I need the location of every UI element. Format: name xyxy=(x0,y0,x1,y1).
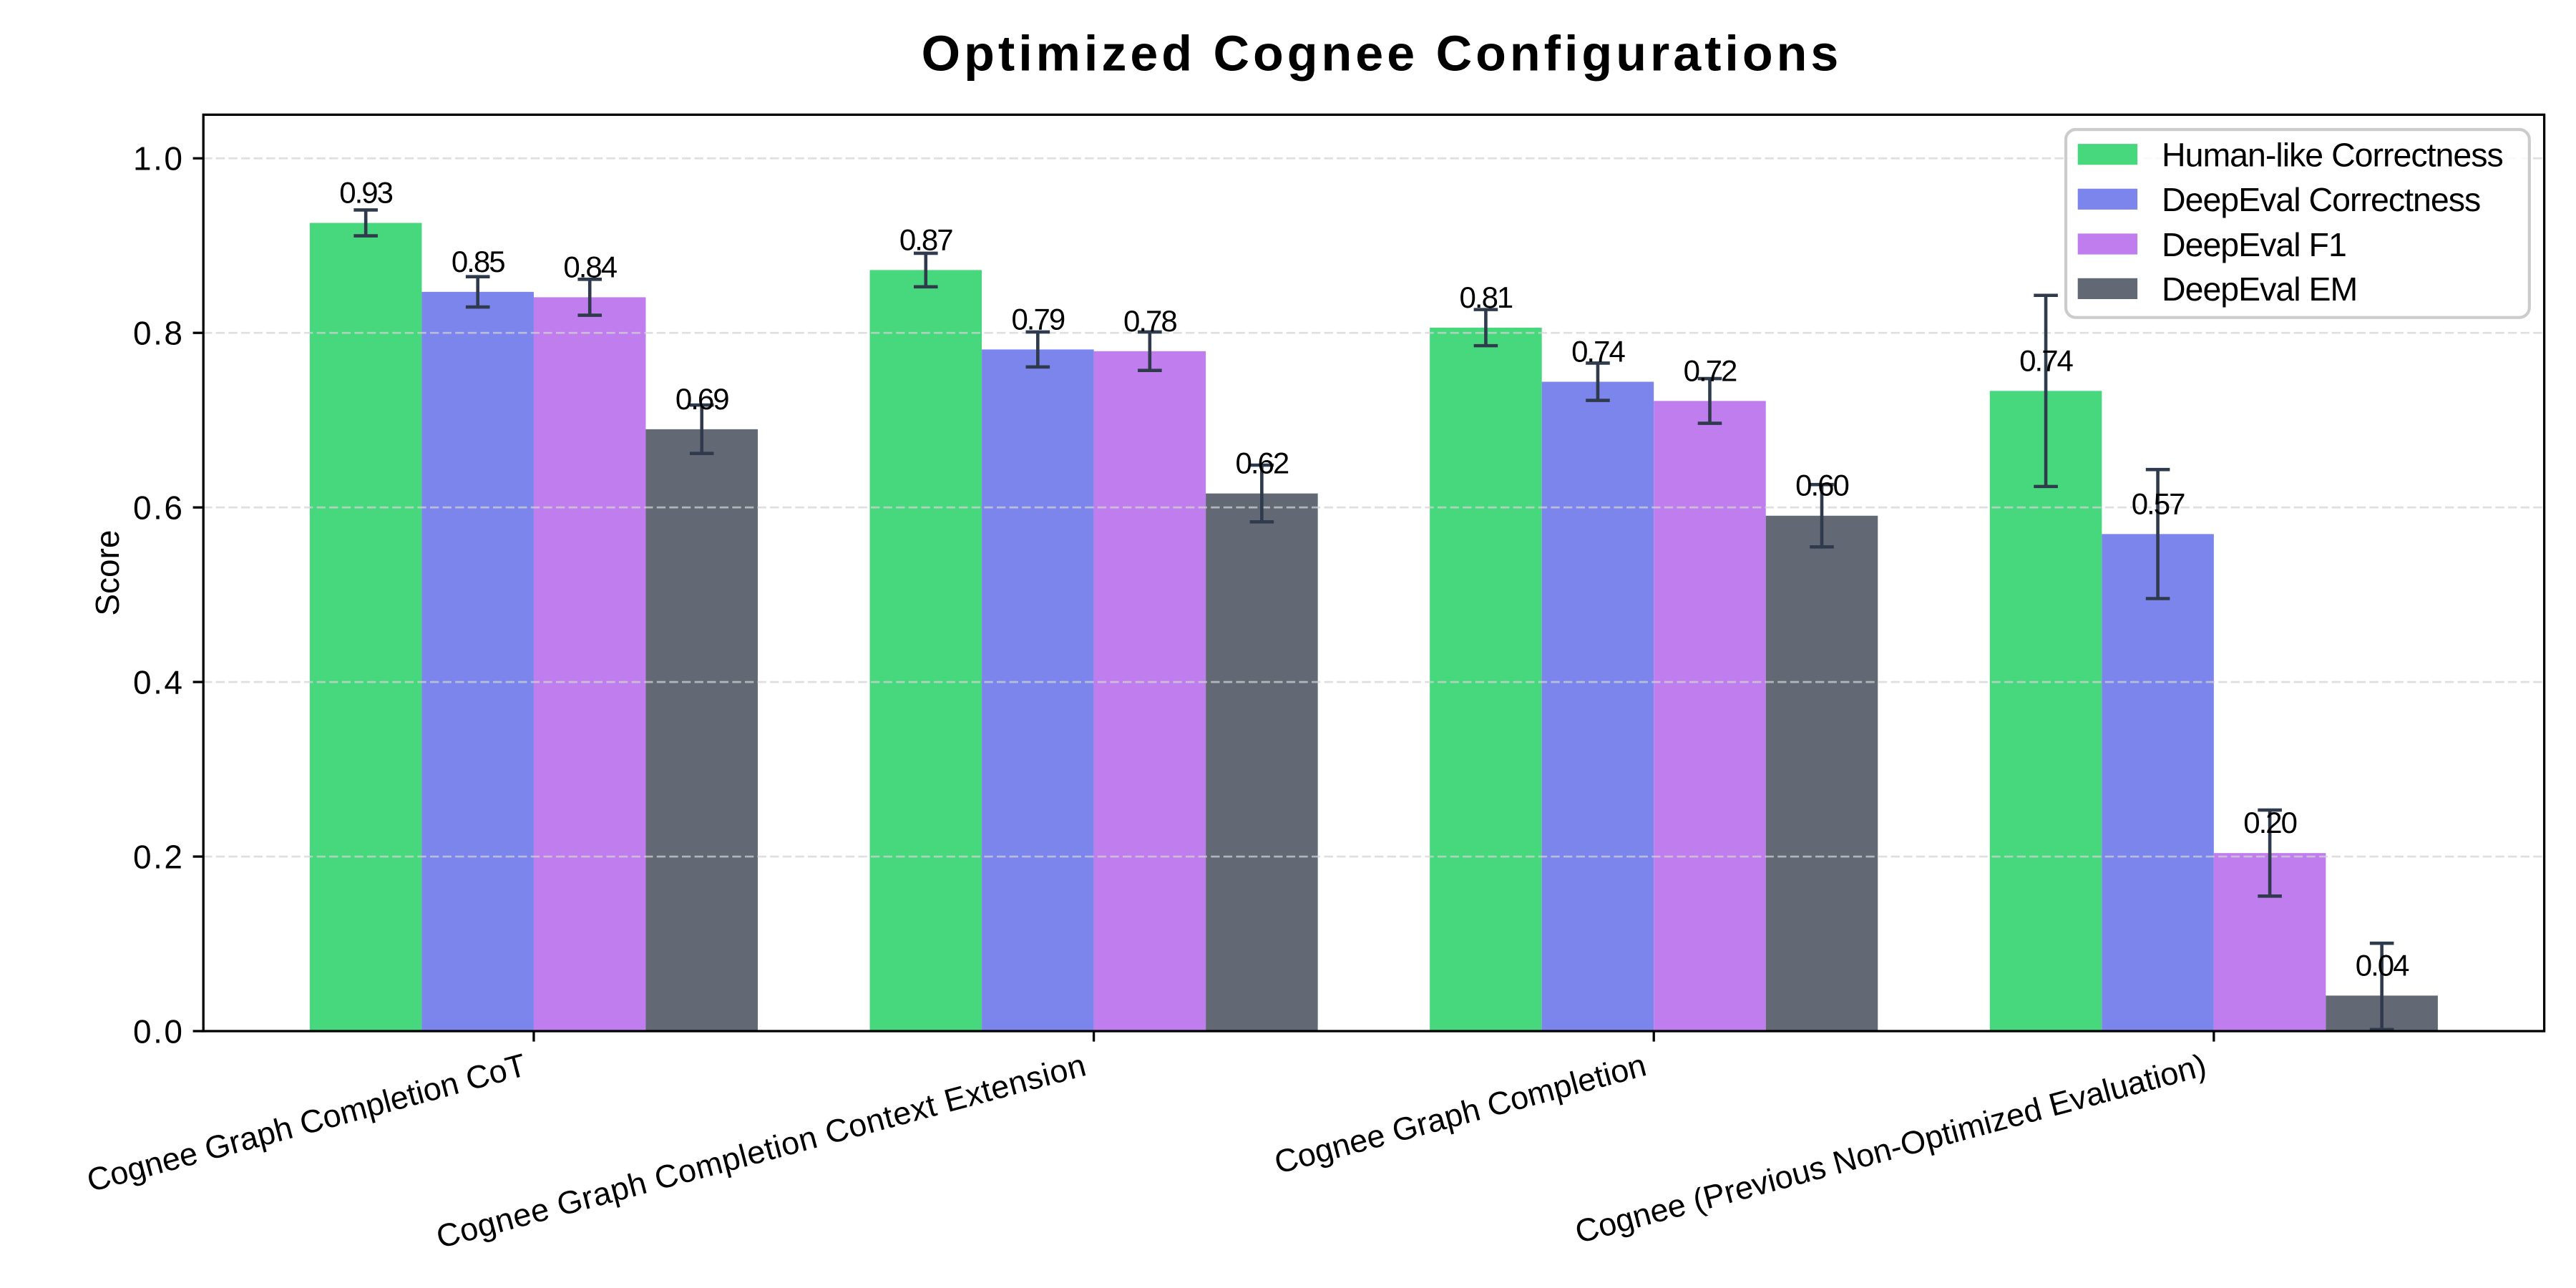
svg-text:DeepEval Correctness: DeepEval Correctness xyxy=(2162,181,2480,218)
svg-text:Optimized Cognee Configuration: Optimized Cognee Configurations xyxy=(922,26,1843,82)
svg-text:0.81: 0.81 xyxy=(1460,280,1513,314)
svg-text:DeepEval EM: DeepEval EM xyxy=(2162,270,2357,308)
svg-text:0.87: 0.87 xyxy=(899,223,952,256)
svg-text:0.72: 0.72 xyxy=(1684,353,1737,387)
svg-text:0.84: 0.84 xyxy=(563,250,617,283)
svg-text:0.2: 0.2 xyxy=(133,838,184,875)
svg-text:0.4: 0.4 xyxy=(133,663,184,701)
svg-text:1.0: 1.0 xyxy=(133,140,184,177)
svg-text:0.62: 0.62 xyxy=(1235,447,1288,480)
svg-text:0.79: 0.79 xyxy=(1011,302,1064,336)
svg-text:0.60: 0.60 xyxy=(1795,469,1848,502)
svg-text:0.8: 0.8 xyxy=(133,315,184,352)
svg-text:0.57: 0.57 xyxy=(2132,487,2185,520)
svg-text:0.0: 0.0 xyxy=(133,1013,184,1050)
svg-text:0.6: 0.6 xyxy=(133,489,184,526)
svg-text:0.85: 0.85 xyxy=(452,245,504,278)
svg-text:0.20: 0.20 xyxy=(2243,806,2296,839)
svg-text:Human-like Correctness: Human-like Correctness xyxy=(2162,137,2503,174)
svg-text:0.04: 0.04 xyxy=(2356,948,2409,982)
svg-text:DeepEval F1: DeepEval F1 xyxy=(2162,226,2346,263)
svg-text:0.69: 0.69 xyxy=(675,382,728,416)
svg-text:0.74: 0.74 xyxy=(1571,335,1625,369)
svg-text:0.93: 0.93 xyxy=(339,176,392,210)
svg-text:0.74: 0.74 xyxy=(2019,343,2073,377)
svg-text:Score: Score xyxy=(89,530,126,616)
svg-text:0.78: 0.78 xyxy=(1123,304,1176,338)
